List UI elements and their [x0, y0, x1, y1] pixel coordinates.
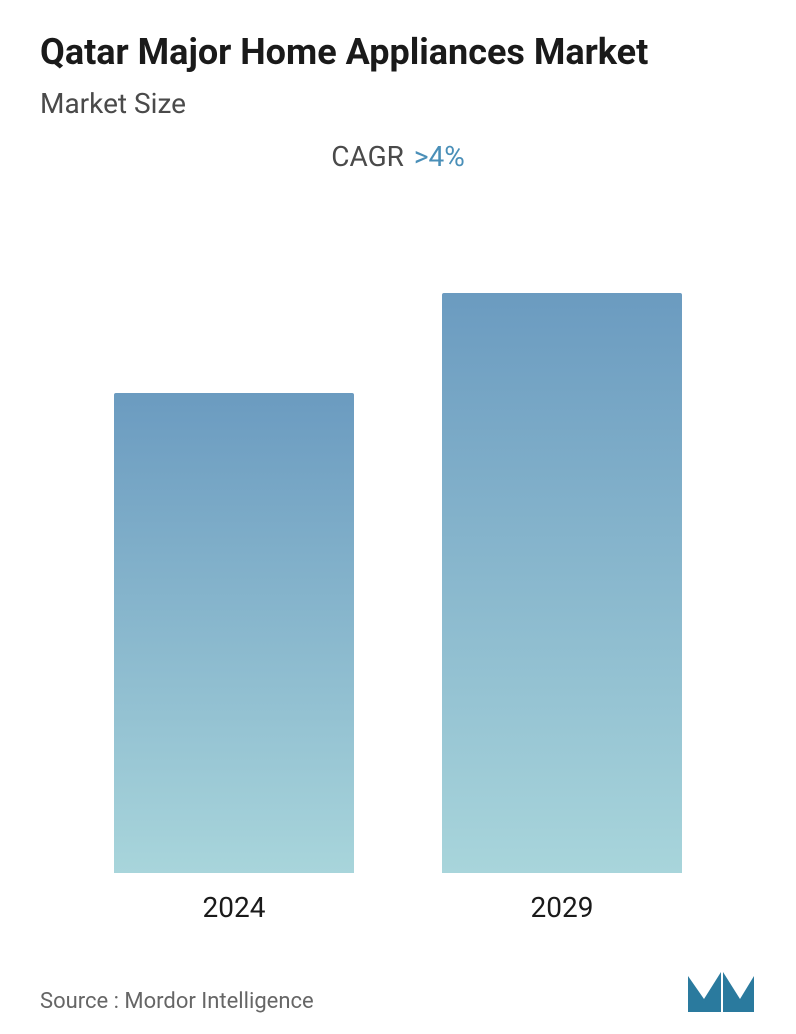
chart-plot-area: 2024 2029 — [40, 193, 756, 924]
chart-container: Qatar Major Home Appliances Market Marke… — [0, 0, 796, 1034]
chart-title: Qatar Major Home Appliances Market — [40, 30, 756, 75]
bar-group-1: 2029 — [422, 293, 702, 924]
mordor-logo-icon — [686, 964, 756, 1014]
cagr-value: >4% — [414, 140, 465, 173]
source-text: Source : Mordor Intelligence — [40, 989, 314, 1014]
bar-0 — [114, 393, 354, 873]
x-label-1: 2029 — [531, 891, 594, 924]
x-label-0: 2024 — [203, 891, 266, 924]
cagr-label: CAGR — [331, 140, 404, 173]
chart-subtitle: Market Size — [40, 87, 756, 120]
bar-group-0: 2024 — [94, 393, 374, 924]
chart-footer: Source : Mordor Intelligence — [40, 934, 756, 1014]
bar-1 — [442, 293, 682, 873]
cagr-wrapper: CAGR >4% — [40, 140, 756, 173]
